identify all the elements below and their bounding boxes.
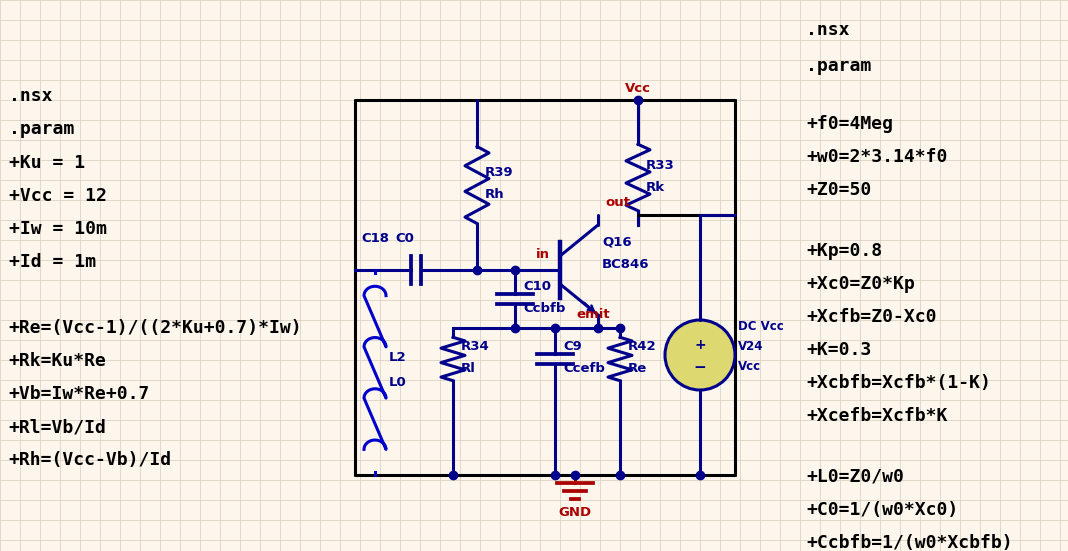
Text: +Xcbfb=Xcfb*(1-K): +Xcbfb=Xcfb*(1-K) bbox=[806, 374, 991, 392]
Text: R42: R42 bbox=[628, 341, 657, 354]
Text: +Xcfb=Z0-Xc0: +Xcfb=Z0-Xc0 bbox=[806, 308, 937, 326]
Text: Re: Re bbox=[628, 363, 647, 375]
Text: +Iw = 10m: +Iw = 10m bbox=[9, 220, 107, 237]
Text: L0: L0 bbox=[389, 376, 407, 389]
Text: L2: L2 bbox=[389, 351, 407, 364]
Text: +Kp=0.8: +Kp=0.8 bbox=[806, 242, 882, 260]
Text: Q16: Q16 bbox=[602, 235, 631, 249]
Text: R39: R39 bbox=[485, 166, 514, 180]
Text: C9: C9 bbox=[563, 341, 582, 354]
Text: V24: V24 bbox=[738, 341, 764, 354]
Text: Vcc: Vcc bbox=[625, 82, 651, 95]
Text: +L0=Z0/w0: +L0=Z0/w0 bbox=[806, 468, 905, 485]
Circle shape bbox=[665, 320, 735, 390]
Text: +Id = 1m: +Id = 1m bbox=[9, 253, 95, 271]
Text: +C0=1/(w0*Xc0): +C0=1/(w0*Xc0) bbox=[806, 501, 959, 518]
Text: Ccbfb: Ccbfb bbox=[523, 302, 565, 316]
Text: +w0=2*3.14*f0: +w0=2*3.14*f0 bbox=[806, 148, 947, 166]
Text: +: + bbox=[694, 338, 706, 352]
Text: +Ku = 1: +Ku = 1 bbox=[9, 154, 84, 171]
Text: Rk: Rk bbox=[646, 181, 665, 194]
Text: +Xcefb=Xcfb*K: +Xcefb=Xcfb*K bbox=[806, 407, 947, 425]
Text: +Vb=Iw*Re+0.7: +Vb=Iw*Re+0.7 bbox=[9, 385, 150, 403]
Text: Rh: Rh bbox=[485, 188, 504, 202]
Text: +f0=4Meg: +f0=4Meg bbox=[806, 115, 893, 133]
Text: Ccefb: Ccefb bbox=[563, 363, 604, 375]
Text: out: out bbox=[604, 197, 630, 209]
Text: −: − bbox=[693, 359, 706, 375]
Text: .nsx: .nsx bbox=[806, 21, 850, 39]
Text: C18: C18 bbox=[361, 231, 389, 245]
Text: +Rh=(Vcc-Vb)/Id: +Rh=(Vcc-Vb)/Id bbox=[9, 451, 172, 469]
Text: DC Vcc: DC Vcc bbox=[738, 321, 784, 333]
Text: .nsx: .nsx bbox=[9, 88, 52, 105]
Text: GND: GND bbox=[559, 506, 592, 520]
Text: +Rk=Ku*Re: +Rk=Ku*Re bbox=[9, 352, 107, 370]
Text: +Vcc = 12: +Vcc = 12 bbox=[9, 187, 107, 204]
Text: +Re=(Vcc-1)/((2*Ku+0.7)*Iw): +Re=(Vcc-1)/((2*Ku+0.7)*Iw) bbox=[9, 319, 302, 337]
Text: C10: C10 bbox=[523, 280, 551, 294]
Text: Rl: Rl bbox=[461, 363, 476, 375]
Text: .param: .param bbox=[9, 121, 74, 138]
Text: C0: C0 bbox=[395, 231, 414, 245]
Text: emit: emit bbox=[577, 307, 610, 321]
Text: +Z0=50: +Z0=50 bbox=[806, 181, 871, 199]
Text: +Rl=Vb/Id: +Rl=Vb/Id bbox=[9, 418, 107, 436]
Text: +Ccbfb=1/(w0*Xcbfb): +Ccbfb=1/(w0*Xcbfb) bbox=[806, 534, 1012, 551]
Text: BC846: BC846 bbox=[602, 257, 649, 271]
Text: in: in bbox=[536, 247, 550, 261]
Text: +K=0.3: +K=0.3 bbox=[806, 341, 871, 359]
Text: Vcc: Vcc bbox=[738, 360, 761, 374]
Text: R33: R33 bbox=[646, 159, 675, 172]
Text: R34: R34 bbox=[461, 341, 490, 354]
Text: .param: .param bbox=[806, 57, 871, 75]
Text: +Xc0=Z0*Kp: +Xc0=Z0*Kp bbox=[806, 275, 915, 293]
